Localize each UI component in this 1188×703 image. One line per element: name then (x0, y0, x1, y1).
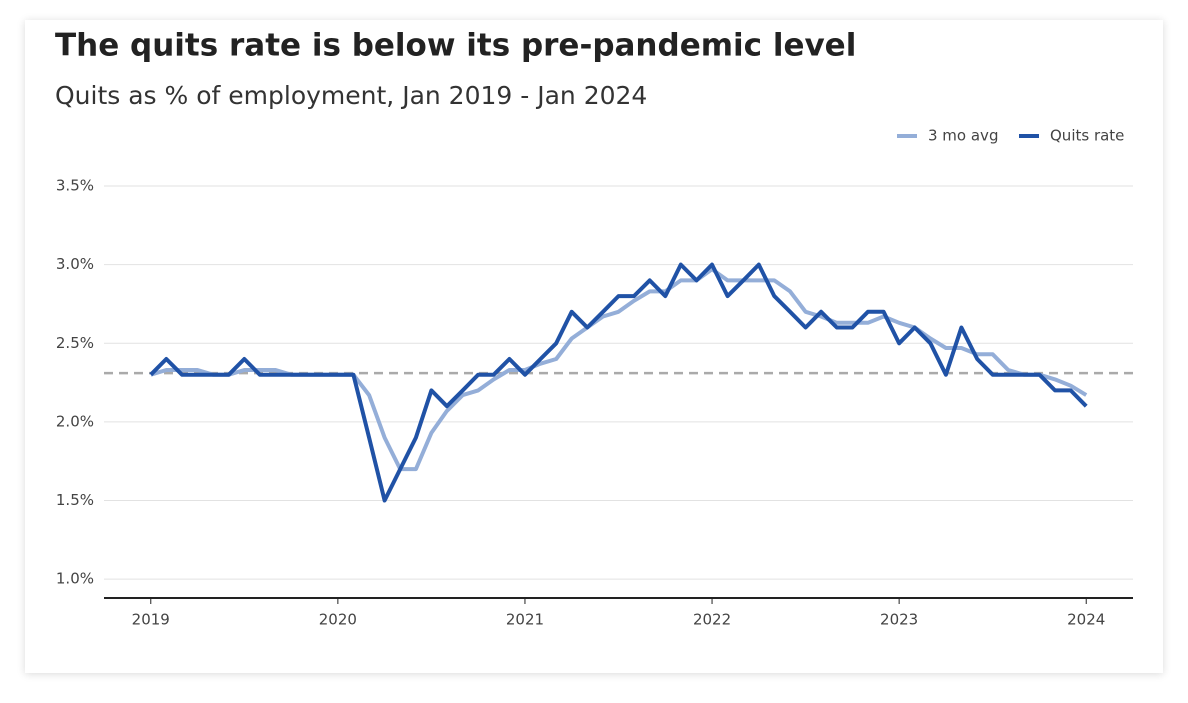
chart-subtitle: Quits as % of employment, Jan 2019 - Jan… (55, 81, 647, 110)
y-tick-label: 2.0% (56, 412, 94, 430)
y-tick-label: 2.5% (56, 334, 94, 352)
x-tick-label: 2024 (1067, 611, 1105, 629)
x-tick-label: 2019 (132, 611, 170, 629)
series-line (149, 262, 1088, 503)
y-tick-label: 1.0% (56, 570, 94, 588)
legend-label: 3 mo avg (928, 127, 998, 145)
chart-title: The quits rate is below its pre-pandemic… (55, 28, 856, 64)
x-tick-label: 2020 (319, 611, 357, 629)
legend-label: Quits rate (1050, 127, 1124, 145)
y-tick-label: 3.5% (56, 177, 94, 195)
x-tick-label: 2021 (506, 611, 544, 629)
x-tick-label: 2023 (880, 611, 918, 629)
card (25, 20, 1163, 673)
x-tick-label: 2022 (693, 611, 731, 629)
y-tick-label: 1.5% (56, 491, 94, 509)
y-tick-label: 3.0% (56, 255, 94, 273)
